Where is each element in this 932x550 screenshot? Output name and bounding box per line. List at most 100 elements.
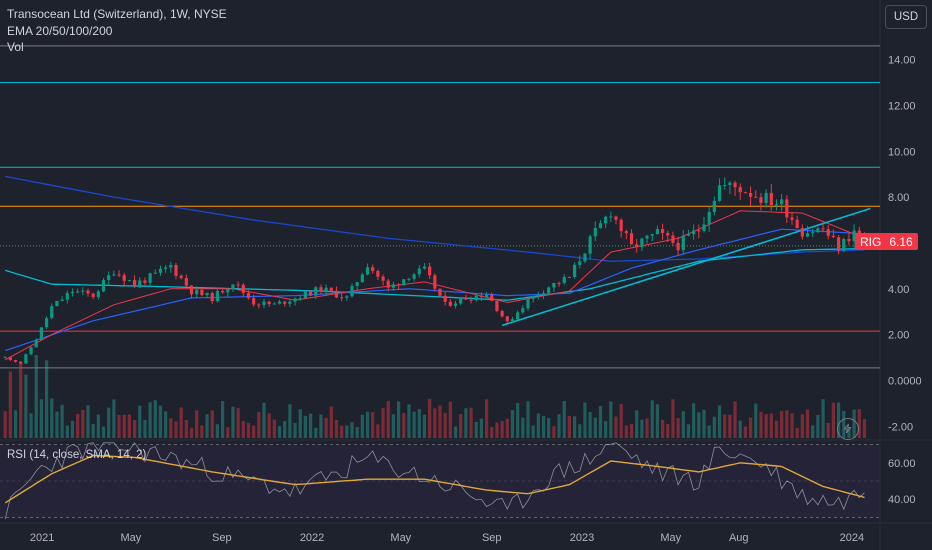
- candle-body: [127, 280, 132, 282]
- volume-bar: [541, 415, 546, 438]
- candle-body: [402, 279, 406, 286]
- candle-body: [417, 268, 421, 275]
- lightning-icon[interactable]: [837, 418, 859, 440]
- volume-bar: [738, 420, 742, 438]
- time-tick-label: May: [660, 532, 681, 544]
- volume-bar: [578, 424, 582, 438]
- volume-bar: [220, 401, 225, 438]
- candle-body: [350, 285, 354, 297]
- volume-bar: [505, 418, 509, 438]
- volume-bar: [117, 414, 121, 438]
- rsi-label[interactable]: RSI (14, close, SMA, 14, 2): [7, 449, 147, 461]
- candle-body: [391, 284, 396, 288]
- volume-bar: [821, 399, 825, 438]
- volume-bar: [376, 424, 380, 438]
- candle-body: [500, 311, 504, 317]
- volume-bar: [443, 412, 447, 438]
- volume-bar: [308, 413, 313, 438]
- price-tick-label: -2.00: [888, 421, 913, 433]
- candle-body: [86, 290, 90, 294]
- candle-body: [50, 306, 54, 319]
- volume-bar: [24, 374, 28, 438]
- candle-body: [624, 231, 628, 234]
- volume-bar: [655, 404, 660, 438]
- volume-bar: [562, 400, 566, 438]
- volume-bar: [3, 411, 7, 438]
- volume-bar: [459, 413, 463, 438]
- currency-button[interactable]: USD: [885, 5, 927, 29]
- candle-body: [340, 297, 344, 299]
- candle-body: [526, 298, 530, 309]
- candle-body: [505, 316, 509, 322]
- candle-body: [572, 264, 577, 278]
- volume-bar: [557, 414, 561, 438]
- candle-body: [748, 192, 753, 197]
- candle-body: [386, 280, 390, 288]
- candle-body: [8, 357, 12, 361]
- volume-bar: [681, 411, 685, 438]
- volume-bar: [717, 405, 722, 438]
- last-price-tag: RIG 6.16: [855, 233, 918, 250]
- price-tick-label: 2.00: [888, 330, 909, 342]
- candle-body: [34, 339, 38, 348]
- ema100-line: [5, 247, 865, 301]
- volume-bar: [567, 415, 572, 438]
- candle-body: [112, 274, 116, 276]
- candle-body: [277, 301, 282, 304]
- volume-bar: [516, 403, 520, 438]
- volume-bar: [402, 413, 406, 438]
- candle-body: [764, 192, 768, 203]
- candle-body: [210, 292, 214, 302]
- volume-bar: [179, 407, 183, 438]
- volume-bar: [288, 404, 292, 438]
- candle-body: [479, 295, 484, 297]
- volume-bar: [697, 412, 701, 438]
- candle-body: [521, 308, 525, 313]
- candle-body: [629, 233, 634, 245]
- candle-body: [733, 182, 737, 188]
- volume-bar: [371, 412, 375, 438]
- volume-bar: [598, 406, 603, 438]
- candle-body: [365, 267, 370, 275]
- candle-body: [578, 261, 582, 265]
- volume-bar: [526, 401, 530, 438]
- volume-bar: [666, 424, 670, 438]
- candle-body: [96, 291, 100, 298]
- candle-body: [132, 280, 137, 286]
- candle-body: [453, 303, 458, 306]
- candle-body: [314, 287, 318, 296]
- volume-bar: [728, 414, 732, 438]
- candle-body: [329, 287, 333, 291]
- candle-body: [857, 230, 861, 235]
- candle-body: [169, 264, 173, 268]
- volume-bar: [759, 411, 763, 438]
- candle-body: [153, 272, 157, 274]
- ema-indicator-label[interactable]: EMA 20/50/100/200: [7, 24, 113, 38]
- volume-bar: [572, 416, 577, 438]
- candle-body: [91, 293, 95, 298]
- candle-body: [484, 294, 489, 297]
- volume-bar: [521, 417, 525, 438]
- candle-body: [588, 236, 592, 254]
- candle-body: [39, 327, 44, 340]
- candle-body: [422, 266, 427, 269]
- candle-body: [396, 284, 401, 286]
- volume-bar: [453, 426, 458, 438]
- candle-body: [252, 298, 256, 305]
- volume-bar: [774, 420, 779, 438]
- candle-body: [686, 234, 691, 236]
- volume-bar: [86, 405, 90, 438]
- candle-body: [215, 290, 220, 302]
- candle-body: [381, 276, 385, 281]
- volume-bar: [298, 409, 302, 438]
- volume-label[interactable]: Vol: [7, 40, 24, 54]
- volume-bar: [34, 354, 38, 438]
- volume-bar: [101, 426, 106, 438]
- price-tag-symbol: RIG: [860, 234, 882, 249]
- candle-body: [29, 347, 33, 355]
- volume-bar: [640, 419, 644, 438]
- candle-body: [800, 228, 804, 237]
- candle-body: [257, 304, 261, 306]
- volume-bar: [748, 417, 753, 438]
